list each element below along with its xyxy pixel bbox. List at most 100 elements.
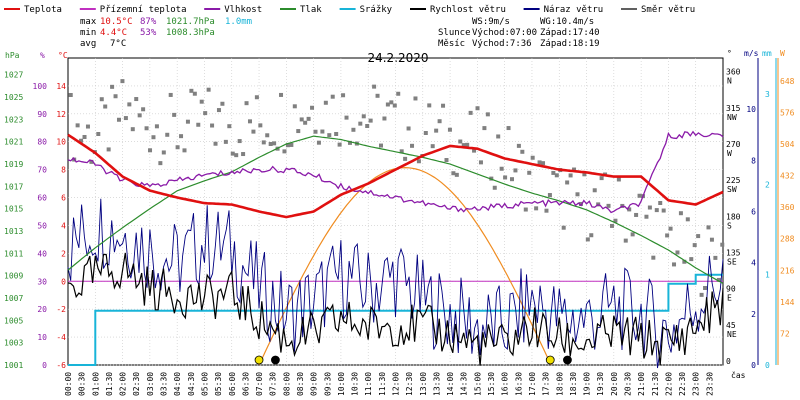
ms-tick-label: 4 bbox=[751, 259, 756, 268]
hpa-tick-label: 1017 bbox=[4, 182, 23, 191]
wind-direction-point bbox=[372, 84, 377, 89]
wind-direction-point bbox=[137, 113, 142, 118]
pct-tick-label: 20 bbox=[37, 305, 47, 314]
hpa-tick-label: 1021 bbox=[4, 138, 23, 147]
dir-compass-label: NE bbox=[727, 330, 737, 339]
deg-unit: ° bbox=[727, 49, 732, 58]
wind-direction-point bbox=[699, 292, 704, 297]
dir-tick-label: 45 bbox=[726, 321, 736, 330]
wind-direction-point bbox=[396, 91, 401, 96]
wind-direction-point bbox=[303, 120, 308, 125]
hpa-tick-label: 1001 bbox=[4, 361, 23, 370]
wind-direction-point bbox=[199, 99, 204, 104]
wind-direction-point bbox=[161, 150, 166, 155]
wind-direction-point bbox=[154, 124, 159, 129]
wind-direction-point bbox=[623, 238, 628, 243]
wind-direction-point bbox=[689, 257, 694, 262]
wind-direction-point bbox=[499, 166, 504, 171]
wind-direction-point bbox=[461, 143, 466, 148]
wind-direction-point bbox=[527, 170, 532, 175]
wind-direction-point bbox=[509, 177, 514, 182]
pct-tick-label: 100 bbox=[33, 82, 48, 91]
c-tick-label: -4 bbox=[56, 333, 66, 342]
wind-direction-point bbox=[144, 126, 149, 131]
hpa-tick-label: 1023 bbox=[4, 115, 23, 124]
stat-avg-temp: 7°C bbox=[110, 39, 126, 49]
x-tick-label: 12:00 bbox=[392, 372, 401, 396]
wind-direction-point bbox=[227, 124, 232, 129]
wind-direction-point bbox=[537, 160, 542, 165]
wind-direction-point bbox=[692, 243, 697, 248]
wind-direction-point bbox=[220, 101, 225, 106]
x-tick-label: 11:30 bbox=[378, 372, 387, 396]
wind-direction-point bbox=[247, 119, 252, 124]
hpa-tick-label: 1009 bbox=[4, 272, 23, 281]
c-tick-label: 12 bbox=[56, 110, 66, 119]
temperature-line bbox=[67, 133, 724, 219]
wind-direction-point bbox=[382, 116, 387, 121]
c-tick-label: 0 bbox=[61, 277, 66, 286]
x-tick-label: 11:00 bbox=[364, 372, 373, 396]
wind-direction-point bbox=[237, 139, 242, 144]
dir-compass-label: N bbox=[727, 77, 732, 86]
wm-tick-label: 360 bbox=[780, 203, 795, 212]
wind-direction-point bbox=[127, 102, 132, 107]
wind-direction-point bbox=[410, 143, 415, 148]
wind-direction-point bbox=[203, 111, 208, 116]
stat-min-press: 1008.3hPa bbox=[166, 28, 215, 38]
pressure-line bbox=[67, 135, 724, 285]
dir-compass-label: W bbox=[727, 149, 732, 158]
wind-direction-point bbox=[282, 149, 287, 154]
wind-direction-point bbox=[447, 127, 452, 132]
x-tick-label: 01:30 bbox=[105, 372, 114, 396]
legend-label: Přízemní teplota bbox=[100, 5, 187, 15]
wm-tick-label: 504 bbox=[780, 140, 795, 149]
wind-direction-point bbox=[427, 103, 432, 108]
x-tick-label: 16:30 bbox=[514, 372, 523, 396]
humidity-line bbox=[67, 130, 724, 214]
x-tick-label: 16:00 bbox=[501, 372, 510, 396]
dir-tick-label: 360 bbox=[726, 68, 741, 77]
wind-direction-point bbox=[158, 161, 163, 166]
wind-direction-point bbox=[465, 142, 470, 147]
moonrise-marker bbox=[271, 355, 280, 365]
wind-direction-point bbox=[337, 142, 342, 147]
wind-direction-point bbox=[468, 110, 473, 115]
wind-direction-point bbox=[106, 147, 111, 152]
mm-tick-label: 3 bbox=[765, 90, 770, 99]
wind-direction-point bbox=[513, 168, 518, 173]
wind-direction-point bbox=[85, 124, 90, 129]
wind-direction-point bbox=[327, 133, 332, 138]
wind-direction-point bbox=[103, 104, 108, 109]
x-tick-label: 01:00 bbox=[91, 372, 100, 396]
dir-compass-label: SE bbox=[727, 258, 737, 267]
wind-direction-point bbox=[375, 93, 380, 98]
hpa-tick-label: 1013 bbox=[4, 227, 23, 236]
wind-direction-point bbox=[385, 102, 390, 107]
wind-direction-point bbox=[182, 148, 187, 153]
wind-direction-point bbox=[454, 172, 459, 177]
wind-direction-point bbox=[434, 128, 439, 133]
wind-direction-point bbox=[506, 126, 511, 131]
wind-direction-point bbox=[279, 92, 284, 97]
wind-direction-point bbox=[565, 180, 570, 185]
x-tick-label: 03:30 bbox=[160, 372, 169, 396]
legend-label: Rychlost větru bbox=[430, 5, 506, 15]
hpa-tick-label: 1011 bbox=[4, 249, 23, 258]
dir-tick-label: 270 bbox=[726, 140, 741, 149]
dir-tick-label: 315 bbox=[726, 104, 741, 113]
wind-direction-point bbox=[634, 212, 639, 217]
legend: Teplota Přízemní teplota Vlhkost Tlak Srážky… bbox=[4, 5, 695, 15]
wind-direction-point bbox=[192, 91, 197, 96]
wind-direction-point bbox=[323, 100, 328, 105]
wind-direction-point bbox=[75, 123, 80, 128]
moonset-marker bbox=[563, 355, 572, 365]
wind-direction-point bbox=[585, 237, 590, 242]
c-tick-label: 8 bbox=[61, 166, 66, 175]
wind-direction-point bbox=[675, 250, 680, 255]
wind-direction-point bbox=[413, 96, 418, 101]
wm-unit: W bbox=[780, 49, 785, 58]
mm-unit: mm bbox=[762, 49, 772, 58]
wind-direction-point bbox=[547, 193, 552, 198]
